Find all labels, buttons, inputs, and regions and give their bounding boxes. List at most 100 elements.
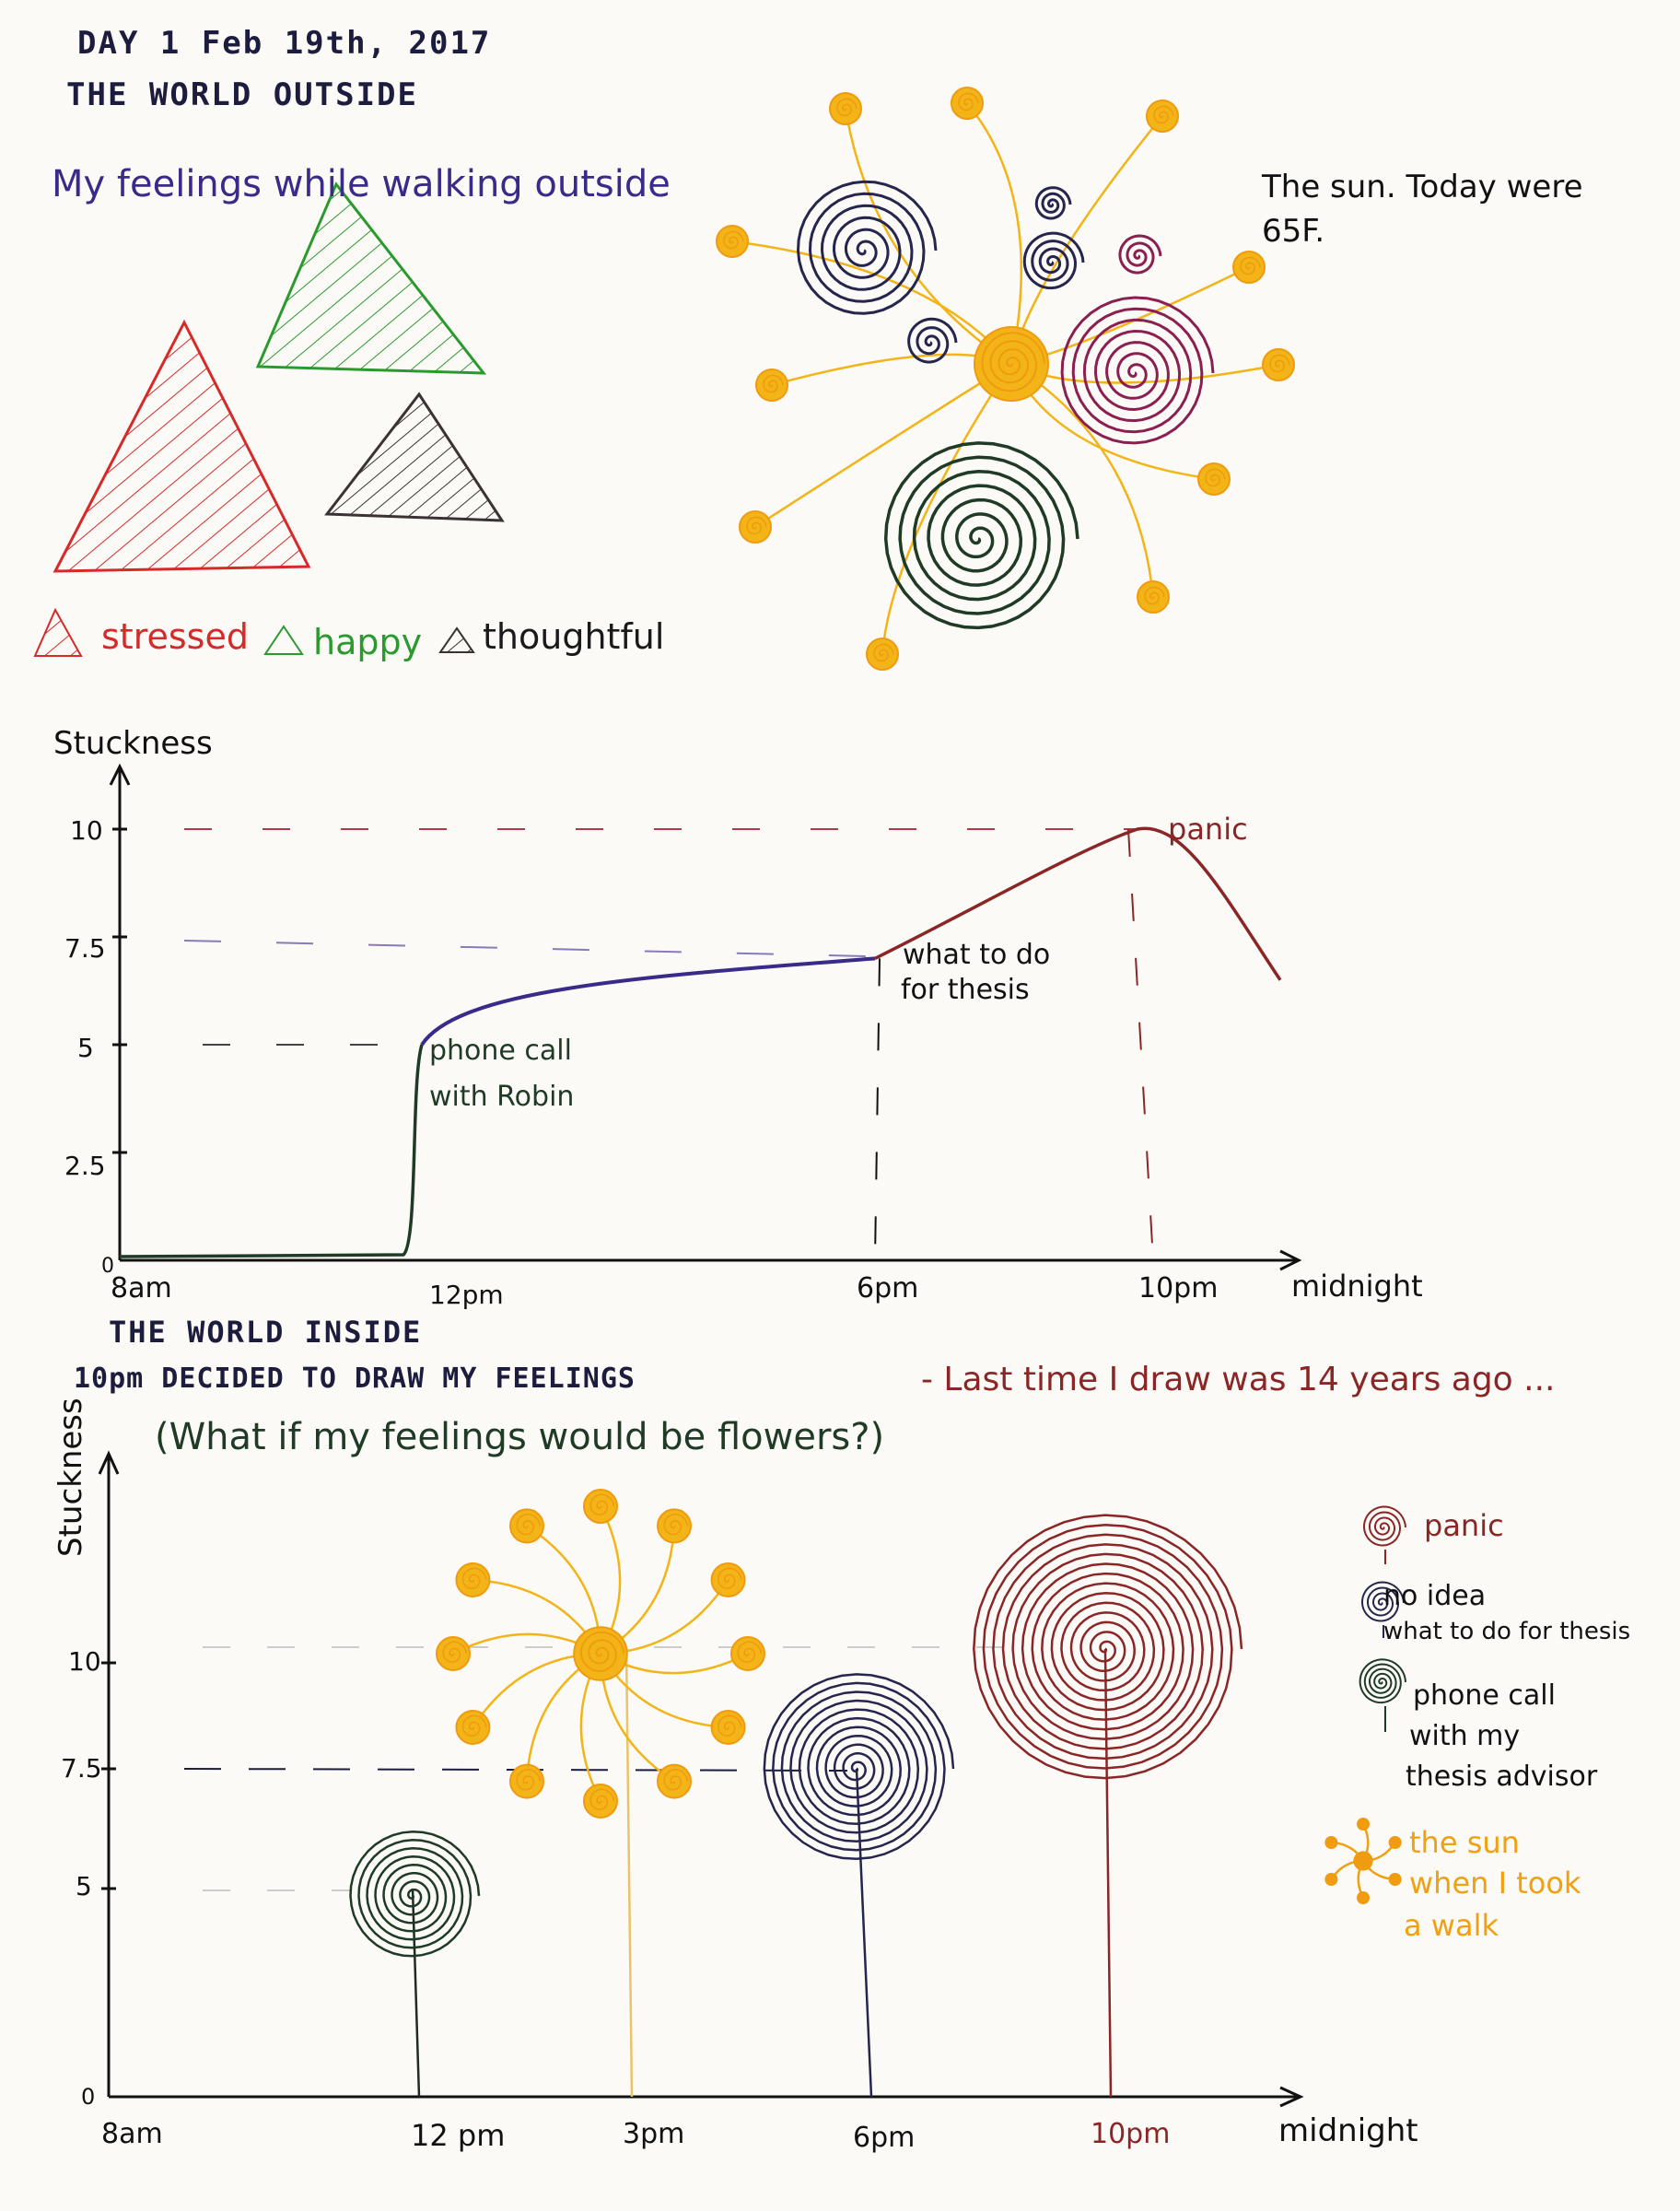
- flower-phone-call: [349, 1831, 481, 1958]
- legend2-noidea-1: no idea: [1383, 1580, 1487, 1612]
- sun-ray: [731, 240, 1012, 365]
- thoughtful-legend-icon: [438, 626, 475, 653]
- flower-sun-bud-swirl: [589, 1493, 615, 1515]
- chart1-guide-7: [183, 940, 885, 958]
- sun-ray: [754, 362, 1012, 529]
- annotation-phone-2: with Robin: [429, 1081, 575, 1113]
- flower-sun-bud-swirl: [663, 1769, 689, 1791]
- chart1-line-segment-morning: [119, 1044, 424, 1258]
- legend-phone-icon: [1359, 1658, 1406, 1704]
- chart1-xtick-12pm: 12pm: [429, 1280, 504, 1310]
- flower-sun-bud-swirl: [442, 1641, 468, 1663]
- chart1-line-segment-afternoon: [420, 956, 876, 1047]
- navy-spiral-medium: [1022, 231, 1085, 290]
- world-outside-heading: THE WORLD OUTSIDE: [66, 76, 418, 113]
- sun-bud-swirl: [958, 92, 979, 111]
- sun-ray: [844, 108, 1012, 366]
- chart2-y-arrow: [98, 1450, 120, 1475]
- legend-sun-icon-bud-swirl: [1326, 1875, 1336, 1883]
- chart2-xtick-6pm: 6pm: [853, 2122, 916, 2154]
- chart2-xtick-midnight: midnight: [1278, 2112, 1418, 2149]
- flower-sun-bud-swirl: [516, 1769, 542, 1791]
- sun-bud-swirl: [873, 643, 894, 662]
- sun-bud-swirl: [1269, 354, 1290, 373]
- date-heading: DAY 1 Feb 19th, 2017: [77, 25, 492, 62]
- stuckness-line-chart: [109, 763, 1302, 1271]
- legend2-sun-1: the sun: [1409, 1825, 1520, 1860]
- inside-subtitle: 10pm DECIDED TO DRAW MY FEELINGS: [74, 1363, 636, 1395]
- legend-sun-icon-bud-swirl: [1359, 1893, 1369, 1901]
- chart1-xtick-10pm: 10pm: [1138, 1272, 1219, 1304]
- annotation-panic: panic: [1168, 812, 1248, 847]
- flower-no-idea: [763, 1673, 955, 1861]
- sun-note: The sun. Today were 65F.: [1262, 169, 1583, 250]
- flower-sun-bud-swirl: [717, 1714, 742, 1737]
- thoughtful-triangle: [324, 392, 505, 522]
- sun-bud-swirl: [836, 98, 858, 117]
- world-inside-heading: THE WORLD INSIDE: [109, 1315, 423, 1350]
- annotation-phone-1: phone call: [429, 1035, 572, 1067]
- legend2-panic: panic: [1424, 1508, 1504, 1543]
- flower-sun-bud-swirl: [461, 1714, 487, 1737]
- chart2-ylabel: Stuckness: [52, 1398, 89, 1557]
- sun-bud-swirl: [1205, 468, 1226, 487]
- flower-sun-bud-swirl: [663, 1514, 689, 1536]
- happy-triangle: [255, 181, 487, 375]
- sun-bud-swirl: [1240, 256, 1261, 275]
- happy-legend-icon: [263, 625, 304, 655]
- feeling-spirals-drawing: [796, 180, 1215, 630]
- legend2-phone-1: phone call: [1413, 1679, 1556, 1712]
- flower-legend-icons: [1324, 1505, 1406, 1904]
- chart1-line-segment-evening: [874, 826, 1282, 981]
- chart1-ytick-5: 5: [77, 1033, 94, 1063]
- legend2-phone-2: with my: [1409, 1720, 1521, 1752]
- stuckness-flower-chart: [98, 1450, 1304, 2108]
- outside-feelings-title: My feelings while walking outside: [52, 163, 671, 205]
- chart1-xtick-midnight: midnight: [1291, 1269, 1423, 1304]
- legend-sun-icon-center-swirl: [1356, 1853, 1372, 1868]
- legend-panic-icon: [1362, 1505, 1406, 1547]
- inside-subtitle-red: - Last time I draw was 14 years ago ...: [921, 1361, 1556, 1398]
- legend2-sun-2: when I took: [1409, 1866, 1581, 1901]
- sun-bud-swirl: [723, 230, 744, 250]
- navy-spiral-large: [796, 180, 938, 315]
- flower-sun-bud-swirl: [589, 1788, 615, 1810]
- sun-flower-drawing: [716, 87, 1295, 671]
- sun-ray: [881, 363, 1013, 655]
- flower-stem-12pm: [411, 1888, 421, 2098]
- chart2-xtick-8am: 8am: [101, 2118, 163, 2150]
- chart1-ytick-10: 10: [70, 815, 103, 846]
- annotation-thesis-1: what to do: [903, 939, 1051, 971]
- sun-bud-swirl: [1144, 586, 1165, 605]
- flower-stem-10pm: [1103, 1648, 1113, 2098]
- legend-noidea-icon: [1360, 1581, 1405, 1622]
- sun-bud-swirl: [763, 374, 784, 393]
- sun-ray: [1010, 265, 1250, 366]
- chart1-x-arrow: [1279, 1249, 1302, 1271]
- chart2-ytick-10: 10: [68, 1646, 101, 1677]
- sun-bud-swirl: [746, 516, 767, 535]
- legend-sun-icon-bud-swirl: [1391, 1875, 1401, 1883]
- legend-stressed: stressed: [101, 616, 249, 657]
- stressed-triangle: [52, 319, 311, 573]
- chart2-xtick-3pm: 3pm: [623, 2118, 685, 2150]
- stressed-legend-icon: [33, 607, 83, 657]
- sun-ray: [1010, 362, 1155, 598]
- sun-ray: [966, 102, 1022, 365]
- flower-stem-3pm: [624, 1648, 634, 2098]
- sun-bud-swirl: [1153, 105, 1174, 124]
- chart2-xtick-12pm: 12 pm: [411, 2118, 506, 2153]
- sun-center-swirl: [981, 332, 1045, 392]
- legend2-noidea-2: what to do for thesis: [1383, 1618, 1631, 1645]
- green-spiral-large: [883, 441, 1079, 630]
- chart2-x-arrow: [1279, 2086, 1304, 2108]
- chart1-guide-6pm: [874, 958, 881, 1261]
- legend-sun-icon-bud-swirl: [1326, 1838, 1336, 1846]
- flower-stem-6pm: [855, 1768, 873, 2098]
- legend-thoughtful: thoughtful: [483, 616, 665, 657]
- chart2-ytick-0: 0: [81, 2084, 96, 2110]
- chart1-guide-10pm: [1127, 828, 1154, 1261]
- chart1-ylabel: Stuckness: [53, 725, 213, 762]
- flower-sun-bud-swirl: [737, 1641, 763, 1663]
